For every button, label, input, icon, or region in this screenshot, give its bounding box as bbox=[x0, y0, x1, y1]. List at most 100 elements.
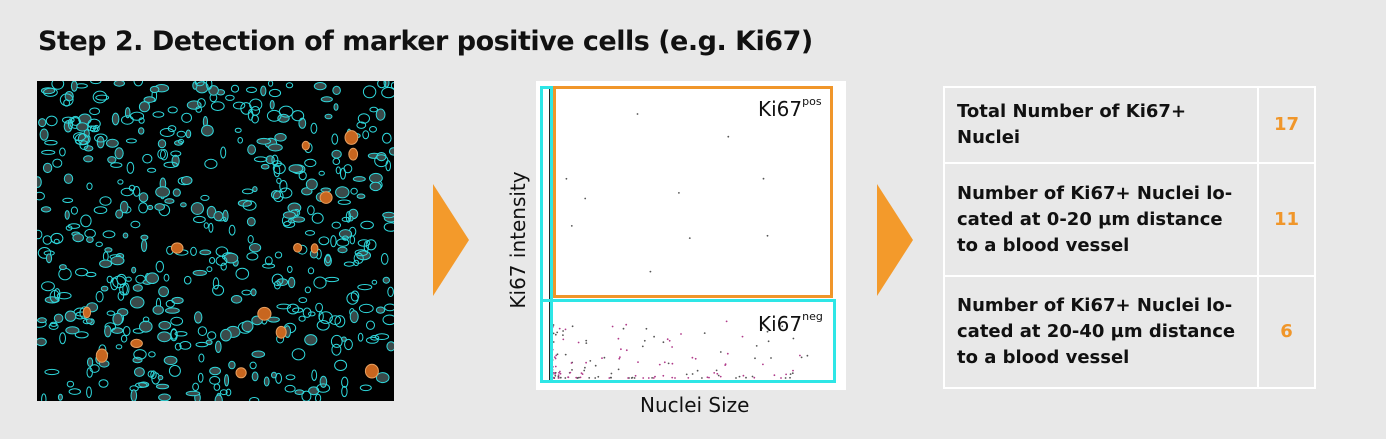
cell-outline bbox=[160, 149, 168, 161]
cell-outline bbox=[384, 303, 394, 312]
scatter-point bbox=[687, 377, 690, 379]
ki67-positive-cell bbox=[257, 306, 272, 321]
cell-outline bbox=[285, 374, 296, 381]
cell-outline bbox=[140, 234, 149, 241]
scatter-point bbox=[716, 372, 719, 375]
scatter-point bbox=[597, 375, 600, 378]
cell-outline bbox=[158, 320, 172, 330]
cell-outline bbox=[80, 214, 92, 228]
scatter-point bbox=[755, 345, 758, 347]
scatter-point bbox=[680, 333, 682, 335]
arrow-right-icon bbox=[877, 184, 913, 296]
cell-outline bbox=[307, 205, 315, 216]
cell-outline bbox=[377, 81, 387, 89]
cell-outline bbox=[41, 149, 56, 155]
cell-outline bbox=[224, 374, 230, 387]
cell-outline bbox=[186, 100, 202, 110]
cell-outline bbox=[53, 238, 60, 245]
scatter-point bbox=[735, 377, 737, 379]
cell-outline bbox=[318, 170, 325, 176]
cell-outline bbox=[149, 85, 160, 94]
cell-outline bbox=[148, 351, 156, 358]
ki67-neg-label: Ki67neg bbox=[758, 310, 823, 336]
cell-outline bbox=[197, 98, 206, 108]
cell-outline bbox=[138, 127, 145, 135]
cell-outline bbox=[359, 384, 372, 392]
scatter-point bbox=[554, 365, 557, 368]
cell-outline bbox=[62, 116, 75, 124]
cell-outline bbox=[170, 316, 184, 326]
cell-outline bbox=[183, 275, 192, 285]
cell-outline bbox=[48, 322, 59, 330]
result-value: 6 bbox=[1257, 275, 1316, 389]
cell-outline bbox=[302, 307, 312, 318]
cell-outline bbox=[138, 202, 148, 214]
cell-outline bbox=[330, 334, 343, 348]
cell-outline bbox=[120, 334, 128, 343]
cell-outline bbox=[212, 284, 225, 296]
cell-outline bbox=[147, 167, 157, 173]
cell-outline bbox=[209, 257, 216, 264]
cell-outline bbox=[311, 212, 324, 224]
cell-outline bbox=[232, 101, 246, 110]
cell-outline bbox=[362, 85, 377, 99]
scatter-point bbox=[654, 375, 656, 378]
cell-outline bbox=[198, 353, 205, 363]
cell-outline bbox=[382, 276, 390, 284]
scatter-point bbox=[562, 334, 564, 336]
cell-outline bbox=[320, 96, 333, 103]
cell-outline bbox=[349, 235, 356, 245]
cell-outline bbox=[64, 210, 70, 220]
cell-outline bbox=[323, 255, 332, 267]
cell-outline bbox=[228, 360, 236, 370]
cell-outline bbox=[190, 246, 197, 256]
scatter-point bbox=[585, 342, 588, 344]
cell-outline bbox=[133, 349, 147, 360]
ki67-positive-cell bbox=[319, 191, 333, 204]
cell-outline bbox=[194, 81, 205, 87]
cell-outline bbox=[246, 86, 257, 93]
scatter-point bbox=[588, 377, 591, 379]
scatter-point bbox=[652, 377, 655, 379]
cell-outline bbox=[304, 286, 312, 294]
cell-outline bbox=[382, 211, 394, 219]
cell-outline bbox=[106, 138, 119, 148]
cell-outline bbox=[142, 153, 153, 164]
scatter-point bbox=[634, 374, 637, 377]
cell-outline bbox=[215, 340, 222, 353]
cell-outline bbox=[70, 206, 79, 215]
scatter-point bbox=[701, 377, 703, 379]
cell-outline bbox=[152, 111, 165, 118]
y-axis-label: Ki67 intensity bbox=[506, 171, 530, 309]
scatter-point bbox=[564, 328, 567, 331]
cell-outline bbox=[111, 327, 124, 334]
cell-outline bbox=[287, 265, 293, 273]
scatter-point bbox=[553, 356, 556, 358]
scatter-point bbox=[719, 351, 722, 353]
cell-outline bbox=[50, 232, 64, 244]
scatter-point bbox=[642, 377, 645, 379]
scatter-point bbox=[715, 369, 718, 372]
cell-outline bbox=[135, 382, 148, 389]
cell-outline bbox=[287, 276, 296, 289]
cell-outline bbox=[276, 177, 282, 184]
cell-outline bbox=[164, 198, 175, 204]
cell-outline bbox=[37, 191, 45, 201]
cell-outline bbox=[132, 356, 143, 364]
cell-outline bbox=[163, 355, 178, 366]
scatter-point bbox=[556, 353, 559, 356]
cell-outline bbox=[84, 228, 96, 239]
cell-outline bbox=[207, 331, 217, 340]
scatter-point bbox=[781, 325, 784, 328]
x-axis-label: Nuclei Size bbox=[640, 393, 750, 417]
cell-outline bbox=[319, 375, 328, 388]
cell-outline bbox=[365, 239, 377, 251]
cell-outline bbox=[310, 122, 318, 134]
cell-outline bbox=[139, 320, 153, 333]
result-value: 11 bbox=[1257, 162, 1316, 277]
scatter-point bbox=[608, 377, 611, 379]
cell-outline bbox=[301, 390, 312, 401]
cell-outline bbox=[264, 256, 273, 266]
cell-outline bbox=[199, 249, 212, 256]
cell-outline bbox=[38, 118, 47, 128]
